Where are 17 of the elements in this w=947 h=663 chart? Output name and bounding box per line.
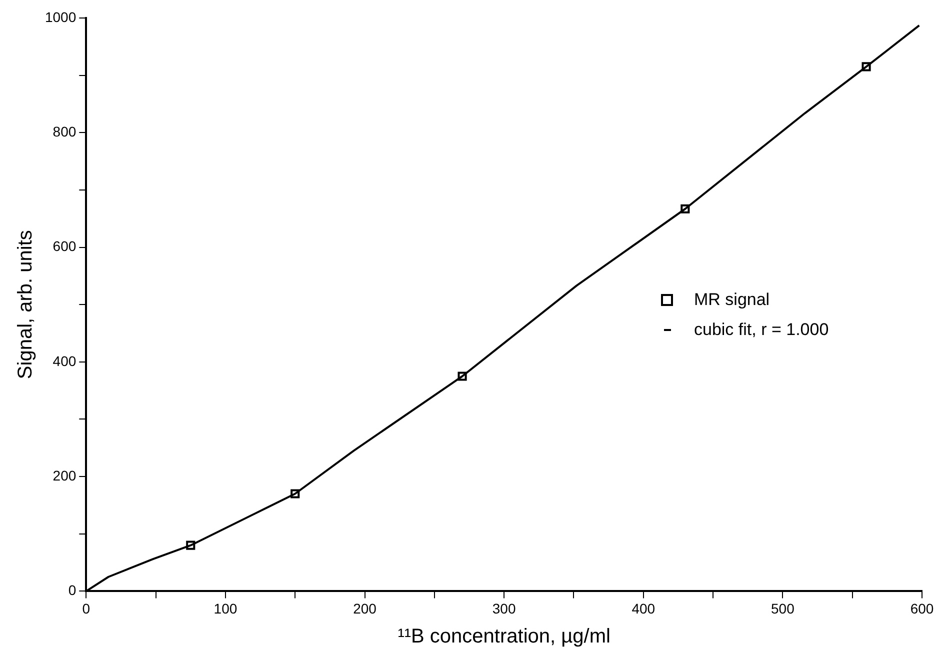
y-tick-label: 600 — [52, 238, 76, 254]
y-tick-label: 400 — [52, 352, 76, 369]
x-tick-label: 600 — [910, 600, 934, 616]
x-tick-label: 100 — [214, 600, 238, 616]
y-tick-label: 0 — [68, 582, 76, 598]
x-tick-label: 500 — [771, 600, 795, 616]
x-tick-label: 400 — [632, 600, 656, 616]
y-axis-title: Signal, arb. units — [14, 230, 37, 380]
x-tick-label: 300 — [492, 600, 516, 616]
y-tick-label: 1000 — [44, 8, 76, 25]
y-tick-label: 200 — [52, 467, 76, 484]
x-axis-title: ¹¹B concentration, µg/ml — [398, 626, 610, 648]
x-tick-label: 0 — [82, 600, 90, 616]
legend-label: cubic fit, r = 1.000 — [694, 320, 829, 340]
x-tick-label: 200 — [353, 600, 377, 616]
y-tick-label: 800 — [52, 124, 76, 140]
legend-label: MR signal — [694, 290, 770, 310]
